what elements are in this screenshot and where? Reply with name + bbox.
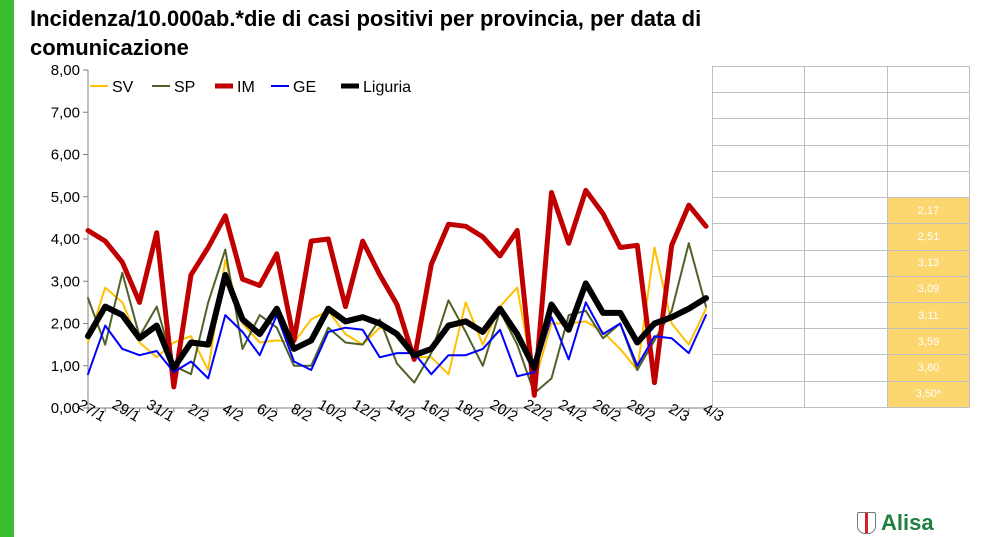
x-tick-label: 22/2 xyxy=(521,396,555,425)
side-table-cell xyxy=(887,170,970,199)
side-table-cell: 3,50* xyxy=(887,380,970,408)
y-tick-label: 1,00 xyxy=(51,358,80,375)
side-table-cell xyxy=(804,170,888,199)
y-tick-label: 4,00 xyxy=(51,231,80,248)
side-table-row: 2,51 xyxy=(712,223,970,251)
x-tick-label: 20/2 xyxy=(487,396,521,425)
side-table-row xyxy=(712,65,970,94)
y-tick-label: 0,00 xyxy=(51,400,80,417)
side-table-row xyxy=(712,170,970,199)
side-table-cell xyxy=(712,197,805,225)
side-table-cell xyxy=(887,118,970,146)
side-table-cell xyxy=(712,223,805,251)
y-tick-label: 7,00 xyxy=(51,104,80,121)
series-line-liguria xyxy=(85,271,709,371)
side-table-cell xyxy=(712,354,805,382)
side-table-cell xyxy=(712,118,805,146)
side-table-cell xyxy=(712,65,805,94)
side-table-cell xyxy=(804,223,888,251)
side-table-cell xyxy=(804,380,888,408)
side-table-cell xyxy=(712,249,805,277)
side-table-row: 3,09 xyxy=(712,275,970,303)
y-tick-label: 8,00 xyxy=(51,62,80,79)
legend-label-sp: SP xyxy=(174,79,195,96)
side-table-cell: 3,80 xyxy=(887,354,970,382)
side-table-row: 3,50* xyxy=(712,380,970,408)
side-table-cell xyxy=(712,301,805,330)
alisa-logo: Alisa xyxy=(857,510,934,536)
side-table-cell xyxy=(712,328,805,356)
liguria-shield-icon xyxy=(857,512,876,534)
logo-text: Alisa xyxy=(881,510,934,535)
side-table-row: 3,59 xyxy=(712,328,970,356)
x-tick-label: 18/2 xyxy=(452,396,486,425)
side-table-cell xyxy=(712,92,805,120)
side-table-cell xyxy=(887,144,970,172)
side-table-cell: 3,59 xyxy=(887,328,970,356)
side-table-row xyxy=(712,118,970,146)
y-tick-label: 6,00 xyxy=(51,147,80,164)
x-tick-label: 28/2 xyxy=(624,396,658,425)
side-table-cell xyxy=(804,249,888,277)
x-tick-label: 31/1 xyxy=(143,396,177,425)
side-table-cell xyxy=(804,301,888,330)
chart-legend: SV SP IM GE Liguria xyxy=(90,79,411,96)
side-table-cell: 3,11 xyxy=(887,301,970,330)
x-tick-label: 8/2 xyxy=(288,400,315,425)
side-table-cell xyxy=(712,144,805,172)
side-table-row xyxy=(712,92,970,120)
legend-label-sv: SV xyxy=(112,79,134,96)
side-table-row: 3,11 xyxy=(712,301,970,330)
x-tick-label: 2/3 xyxy=(666,400,693,425)
side-table-cell xyxy=(887,92,970,120)
x-tick-label: 2/2 xyxy=(185,400,212,425)
page-title: Incidenza/10.000ab.*die di casi positivi… xyxy=(30,6,702,60)
side-table-cell: 2,51 xyxy=(887,223,970,251)
x-tick-label: 16/2 xyxy=(418,396,452,425)
series-line-sp xyxy=(87,242,707,395)
y-tick-label: 2,00 xyxy=(51,316,80,333)
accent-bar xyxy=(0,0,14,537)
side-table-cell xyxy=(712,275,805,303)
side-table-cell xyxy=(804,275,888,303)
side-table-row: 3,80 xyxy=(712,354,970,382)
side-table-cell xyxy=(804,92,888,120)
x-tick-label: 6/2 xyxy=(254,400,281,425)
side-table-cell xyxy=(712,170,805,199)
side-table-cell xyxy=(887,65,970,94)
x-tick-label: 27/1 xyxy=(75,396,109,425)
series-line-im xyxy=(85,187,709,398)
side-table-cell xyxy=(804,65,888,94)
side-table-cell xyxy=(804,328,888,356)
side-table-cell xyxy=(804,354,888,382)
x-tick-label: 10/2 xyxy=(315,396,349,425)
side-table-cell: 2,17 xyxy=(887,197,970,225)
x-tick-label: 12/2 xyxy=(349,396,383,425)
series-line-ge xyxy=(87,301,707,380)
side-table-cell xyxy=(804,197,888,225)
x-tick-label: 29/1 xyxy=(109,396,143,425)
side-table-row: 3,13 xyxy=(712,249,970,277)
side-table-cell: 3,09 xyxy=(887,275,970,303)
side-table-cell xyxy=(712,380,805,408)
side-table-cell xyxy=(804,144,888,172)
side-table-cell xyxy=(804,118,888,146)
x-tick-label: 24/2 xyxy=(555,396,589,425)
x-tick-label: 4/2 xyxy=(219,400,246,425)
side-table-row: 2,17 xyxy=(712,197,970,225)
x-tick-label: 26/2 xyxy=(590,396,624,425)
legend-label-im: IM xyxy=(237,79,255,96)
y-tick-label: 3,00 xyxy=(51,273,80,290)
chart-series xyxy=(85,187,709,398)
side-table-cell: 3,13 xyxy=(887,249,970,277)
side-table-row xyxy=(712,144,970,172)
side-table: 2,17 2,51 3,13 3,09 3,11 3,59 3,80 3,50* xyxy=(712,65,970,408)
legend-label-ge: GE xyxy=(293,79,316,96)
y-tick-label: 5,00 xyxy=(51,189,80,206)
x-tick-label: 14/2 xyxy=(384,396,418,425)
legend-label-liguria: Liguria xyxy=(363,79,411,96)
